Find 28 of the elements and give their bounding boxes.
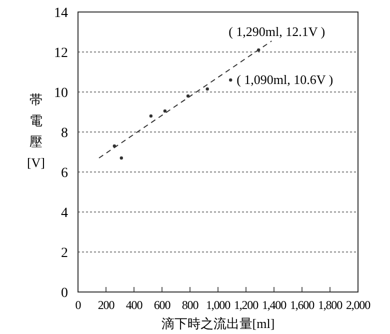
x-tick-label: 600 (154, 298, 171, 312)
y-tick-label: 10 (54, 86, 68, 101)
y-axis-title: 帯電壓[V] (26, 92, 46, 170)
point (229, 78, 232, 82)
y-tick-label: 12 (54, 46, 68, 61)
x-axis-title: 滴下時之流出量[ml] (161, 316, 275, 331)
point (149, 114, 153, 118)
y-tick-label: 2 (61, 246, 68, 261)
x-tick-label: 1,600 (290, 298, 315, 312)
x-tick-label: 800 (182, 298, 199, 312)
y-tick-label: 14 (54, 6, 68, 21)
x-tick-label: 1,800 (318, 298, 343, 312)
point (206, 87, 209, 91)
x-tick-label: 1,200 (234, 298, 259, 312)
y-tick-label: 8 (61, 126, 68, 141)
point (163, 109, 167, 113)
x-tick-label: 1,000 (206, 298, 231, 312)
x-tick-label: 400 (126, 298, 143, 312)
annotation: ( 1,290ml, 12.1V ) (228, 24, 326, 39)
x-tick-label: 2,000 (346, 298, 371, 312)
point (120, 156, 123, 160)
y-tick-label: 0 (61, 286, 68, 301)
x-tick-label: 0 (75, 298, 82, 312)
y-tick-label: 6 (61, 166, 68, 181)
annotation: ( 1,090ml, 10.6V ) (236, 72, 334, 87)
x-tick-label: 1,400 (262, 298, 287, 312)
x-tick-label: 200 (98, 298, 115, 312)
y-tick-label: 4 (61, 206, 68, 221)
